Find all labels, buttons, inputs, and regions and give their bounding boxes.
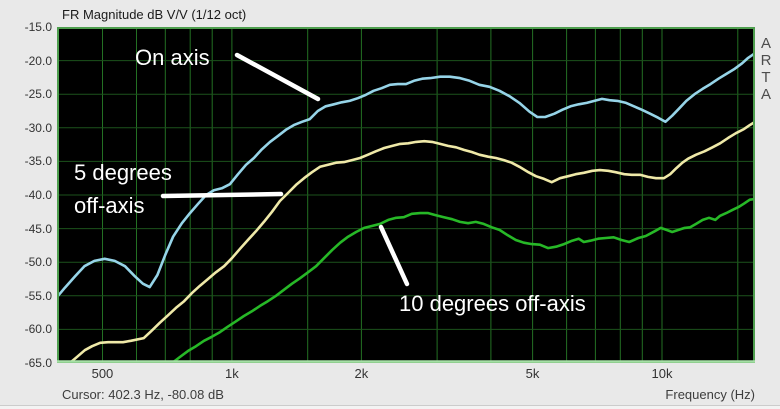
chart-title: FR Magnitude dB V/V (1/12 oct): [62, 7, 247, 22]
x-tick-label: 5k: [525, 366, 540, 381]
arta-watermark-letter: A: [760, 35, 771, 52]
cursor-readout: Cursor: 402.3 Hz, -80.08 dB: [62, 387, 224, 402]
y-tick-label: -60.0: [24, 322, 52, 337]
y-tick-label: -20.0: [24, 53, 52, 68]
status-bar: Cursor: 402.3 Hz, -80.08 dB Frequency (H…: [0, 387, 780, 404]
y-tick-label: -25.0: [24, 87, 52, 102]
curve-ten-deg: [170, 197, 755, 363]
x-tick-label: 10k: [651, 366, 673, 381]
y-tick-label: -30.0: [24, 120, 52, 135]
fr-magnitude-plot[interactable]: [57, 27, 755, 363]
plot-area[interactable]: [57, 27, 755, 363]
curve-on-axis: [57, 51, 755, 299]
arta-watermark-letter: R: [760, 52, 772, 69]
y-tick-label: -45.0: [24, 221, 52, 236]
frequency-axis-label: Frequency (Hz): [665, 387, 755, 402]
bottom-strip: [0, 405, 780, 409]
y-tick-label: -50.0: [24, 255, 52, 270]
y-tick-label: -15.0: [24, 20, 52, 34]
x-tick-label: 2k: [354, 366, 369, 381]
y-tick-label: -65.0: [24, 356, 52, 370]
curve-five-deg: [68, 120, 755, 363]
y-tick-label: -35.0: [24, 154, 52, 169]
x-tick-label: 1k: [225, 366, 239, 381]
arta-watermark-letter: A: [760, 86, 771, 103]
arta-watermark-letter: T: [761, 69, 771, 86]
y-tick-label: -55.0: [24, 288, 52, 303]
x-tick-label: 500: [91, 366, 114, 381]
y-tick-label: -40.0: [24, 188, 52, 202]
